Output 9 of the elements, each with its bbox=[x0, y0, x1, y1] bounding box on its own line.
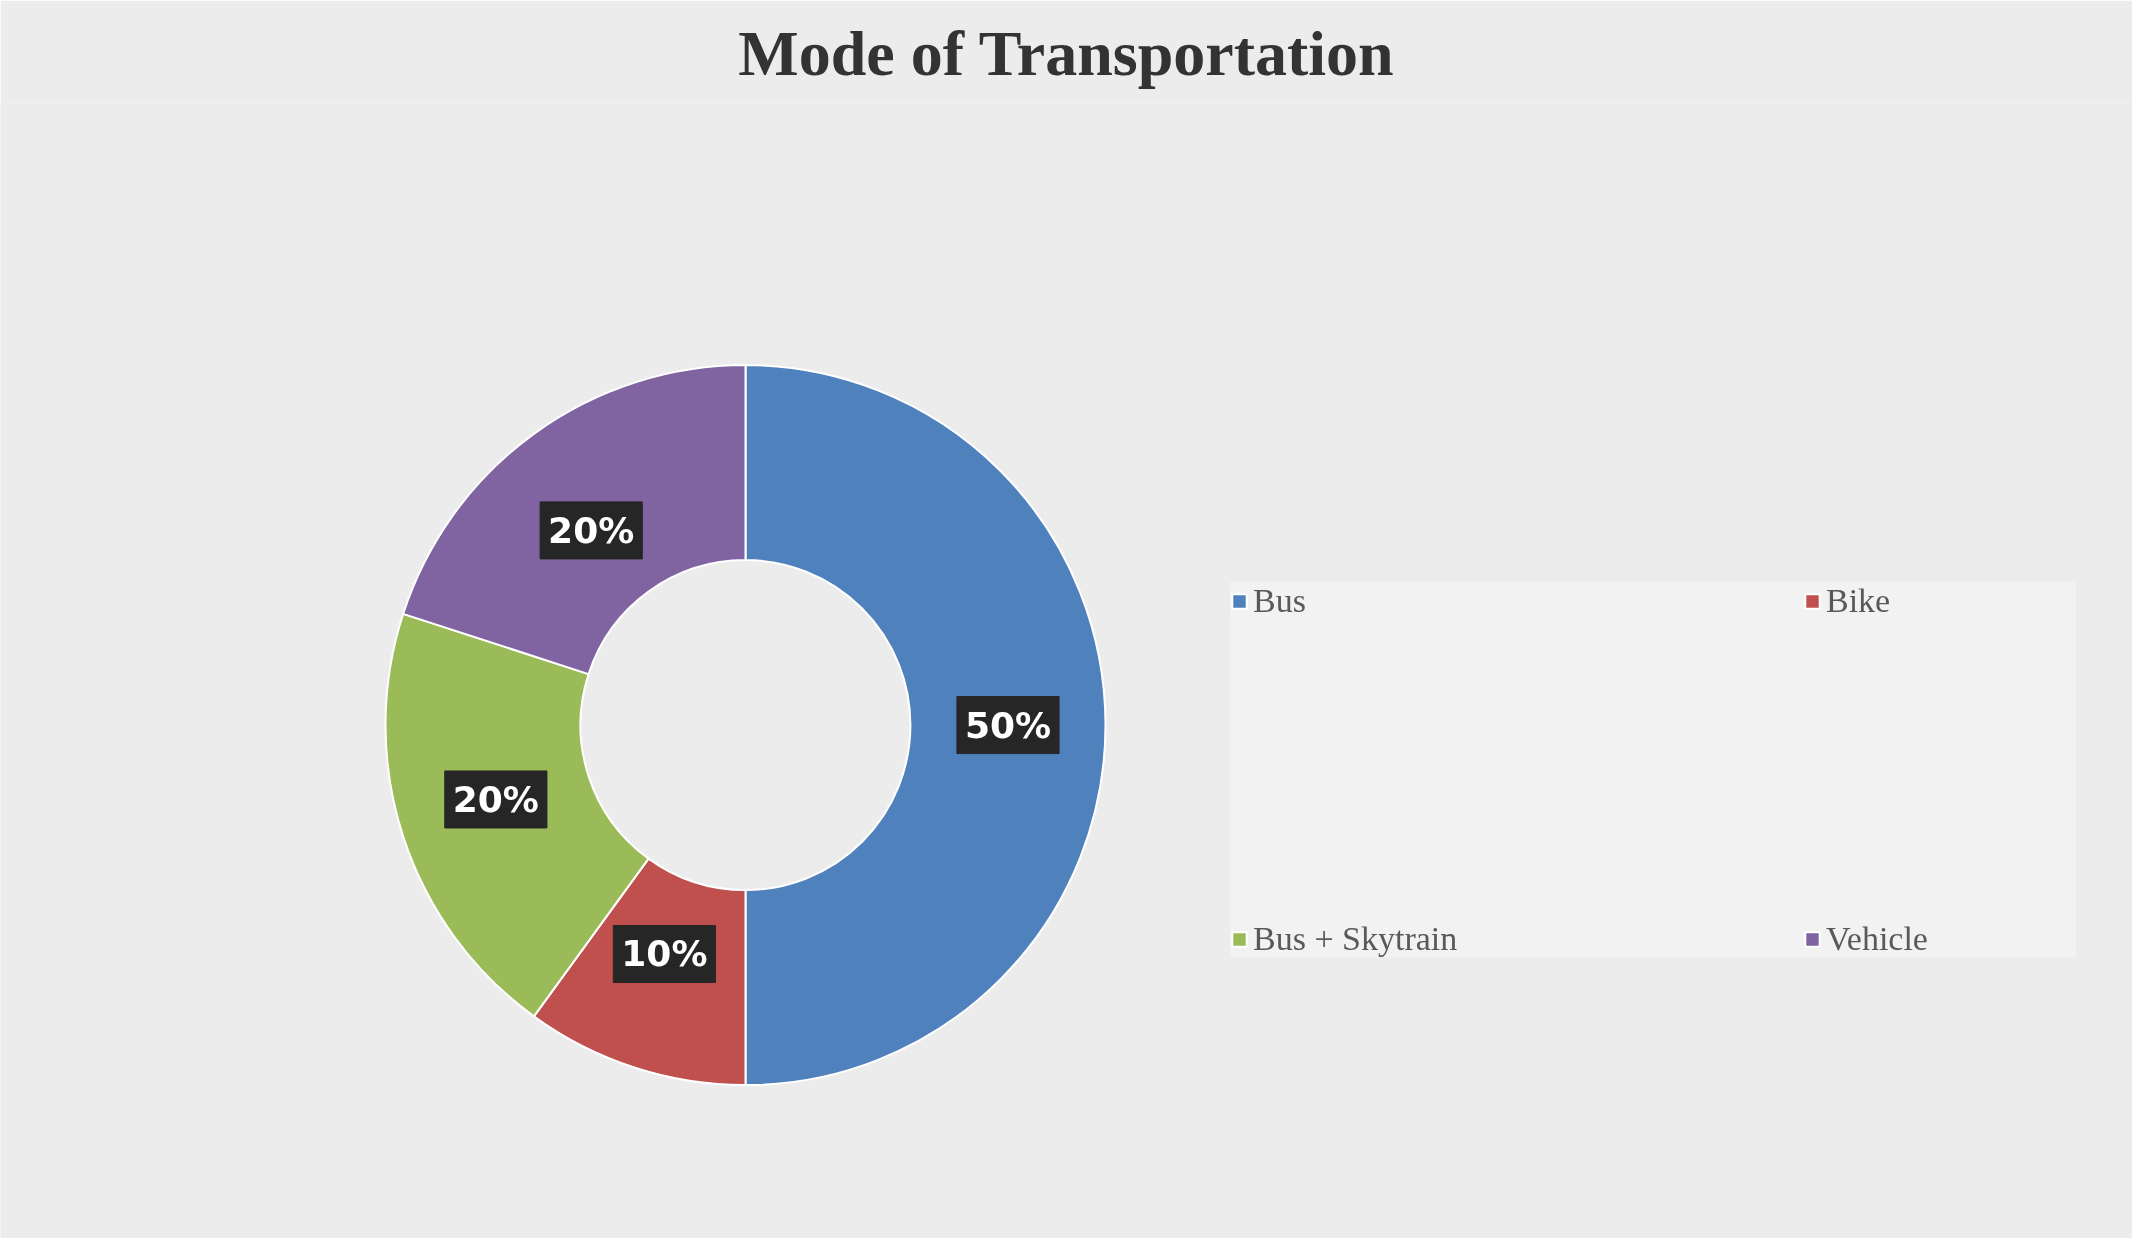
data-label: 20% bbox=[452, 778, 539, 820]
data-label: 50% bbox=[964, 704, 1052, 746]
legend-label: Bus bbox=[1253, 582, 1307, 620]
data-label: 10% bbox=[621, 933, 708, 975]
data-label: 20% bbox=[548, 509, 635, 551]
chart-title: Mode of Transportation bbox=[738, 17, 1394, 89]
legend-label: Bike bbox=[1826, 582, 1892, 620]
legend-label: Bus + Skytrain bbox=[1253, 920, 1459, 958]
legend-label: Vehicle bbox=[1826, 920, 1929, 958]
